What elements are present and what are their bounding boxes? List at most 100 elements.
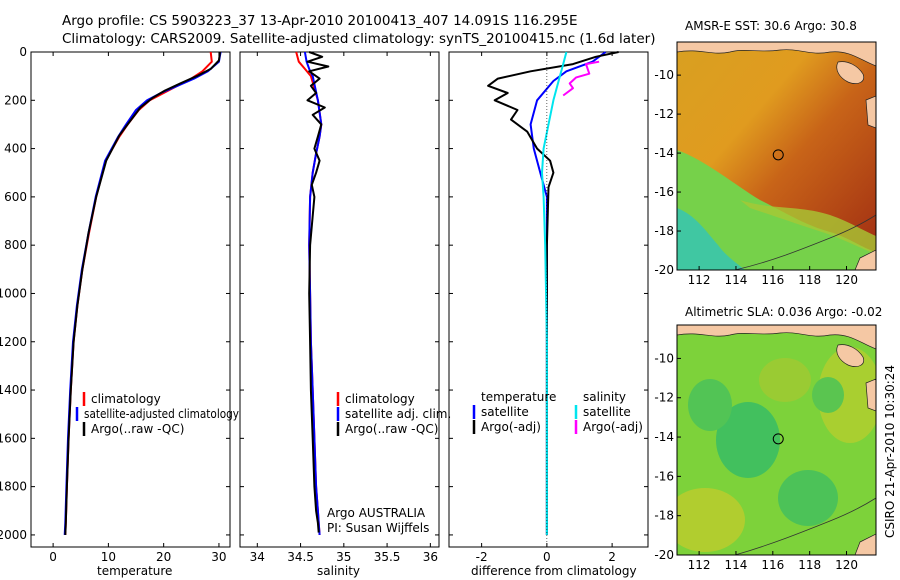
- temperature-lines: [63, 51, 222, 535]
- legend-label-satellite-adjusted: satellite-adjusted climatology: [84, 407, 239, 421]
- sla-map-panel: Altimetric SLA: 0.036 Argo: -0.02 112 114…: [654, 305, 882, 572]
- sla-field-high-center: [759, 358, 811, 402]
- sla-field-low-4: [812, 377, 844, 413]
- sst-map-box: [676, 41, 877, 271]
- legend-label-salinity-satellite: satellite: [583, 405, 631, 419]
- float-owner-line-1: Argo AUSTRALIA: [327, 506, 426, 520]
- difference-series-temperature-argo-adj-: [487, 51, 619, 535]
- temperature-ticks: 0 10 20 30 0 200 400 600 800 1000 1200 1400 1600 1800…: [0, 45, 230, 564]
- legend-label-climatology: climatology: [91, 392, 161, 406]
- salinity-xtick-label: 35: [336, 550, 351, 564]
- difference-series-temperature-satellite: [529, 51, 607, 535]
- salinity-series-satellite-adj-clim-: [303, 51, 323, 535]
- sst-argo-location-marker: [772, 149, 784, 161]
- temperature-xlabel: temperature: [97, 564, 172, 578]
- sla-field-low-2: [778, 470, 838, 526]
- sla-field-low-1: [716, 402, 780, 478]
- sst-lon-tick-label: 114: [725, 273, 748, 287]
- temperature-panel: 0 10 20 30 0 200 400 600 800 1000 1200 1400 1600 1800…: [0, 45, 239, 578]
- depth-tick-label: 1600: [0, 431, 27, 445]
- difference-xtick-label: -2: [476, 550, 488, 564]
- sst-field-transition: [740, 200, 876, 254]
- salinity-series-argo-raw-qc-: [306, 51, 330, 533]
- legend-label-climatology: climatology: [345, 392, 415, 406]
- sla-land-top: [677, 325, 876, 350]
- sla-map-ticks: 112 114 116 118 120 -10 -12 -14 -16 -18 -20: [654, 351, 858, 572]
- depth-tick-label: 1400: [0, 383, 27, 397]
- depth-tick-label: 1000: [0, 286, 27, 300]
- temperature-xtick-label: 30: [211, 550, 226, 564]
- salinity-xtick-label: 36: [423, 550, 438, 564]
- sla-lon-tick-label: 114: [725, 558, 748, 572]
- sla-lon-tick-label: 116: [761, 558, 784, 572]
- sla-lat-tick-label: -10: [654, 351, 674, 365]
- temperature-series-argo-raw-qc-: [64, 51, 222, 535]
- sst-map-field: [677, 42, 876, 270]
- legend-label-argo: Argo(..raw -QC): [345, 422, 438, 436]
- sst-lon-tick-label: 112: [688, 273, 711, 287]
- difference-lines: [487, 51, 619, 547]
- float-owner-line-2: PI: Susan Wijffels: [327, 521, 429, 535]
- difference-series-salinity-satellite: [541, 51, 568, 535]
- title-line-2: Climatology: CARS2009. Satellite-adjuste…: [62, 31, 655, 47]
- sla-lat-tick-label: -20: [654, 548, 674, 562]
- sla-land-east: [865, 378, 876, 412]
- sst-lat-tick-label: -12: [654, 107, 674, 121]
- difference-ticks: -2 0 2: [449, 51, 648, 564]
- salinity-legend: climatology satellite adj. clim. Argo(..…: [336, 392, 451, 436]
- depth-tick-label: 200: [4, 93, 27, 107]
- sla-land-south: [854, 533, 876, 555]
- salinity-lines: [295, 51, 330, 535]
- sla-map-field: [677, 325, 876, 555]
- sst-map-panel: AMSR-E SST: 30.6 Argo: 30.8 112 114 116 118…: [654, 19, 877, 287]
- depth-tick-label: 600: [4, 190, 27, 204]
- salinity-xtick-label: 35.5: [374, 550, 401, 564]
- sst-land-east: [865, 95, 876, 129]
- legend-label-salinity-argo: Argo(-adj): [583, 420, 643, 434]
- sst-map-ticks: 112 114 116 118 120 -10 -12 -14 -16 -18 -20: [654, 68, 858, 287]
- depth-tick-label: 2000: [0, 528, 27, 542]
- sst-lat-tick-label: -14: [654, 146, 674, 160]
- difference-legend: temperature salinity satellite Argo(-adj…: [472, 390, 643, 434]
- difference-xlabel: difference from climatology: [471, 564, 637, 578]
- sla-map-title: Altimetric SLA: 0.036 Argo: -0.02: [685, 305, 882, 319]
- salinity-xlabel: salinity: [317, 564, 360, 578]
- sst-coastline: [734, 214, 876, 270]
- sst-land-south: [854, 249, 876, 270]
- legend-header-temperature: temperature: [481, 390, 556, 404]
- difference-xtick-label: 2: [608, 550, 616, 564]
- sla-lat-tick-label: -18: [654, 509, 674, 523]
- sst-lat-tick-label: -18: [654, 224, 674, 238]
- depth-tick-label: 800: [4, 238, 27, 252]
- temperature-series-climatology: [64, 51, 213, 535]
- difference-series-salinity-argo-adj-: [562, 60, 600, 97]
- sst-lat-tick-label: -20: [654, 263, 674, 277]
- depth-tick-label: 1200: [0, 335, 27, 349]
- temperature-series-satellite-adjusted-climatology: [63, 51, 222, 535]
- csiro-timestamp: CSIRO 21-Apr-2010 10:30:24: [883, 365, 897, 538]
- salinity-xtick-label: 34.5: [287, 550, 314, 564]
- difference-axes-box: [448, 51, 649, 548]
- sst-map-title: AMSR-E SST: 30.6 Argo: 30.8: [685, 19, 857, 33]
- sst-lon-tick-label: 116: [761, 273, 784, 287]
- sla-field-low-3: [688, 379, 732, 431]
- sst-field-cold-corner: [677, 208, 745, 270]
- sla-argo-location-marker: [772, 433, 784, 445]
- sst-lon-tick-label: 120: [835, 273, 858, 287]
- salinity-ticks: 34 34.5 35 35.5 36: [240, 51, 439, 564]
- title-line-1: Argo profile: CS 5903223_37 13-Apr-2010 …: [62, 13, 578, 29]
- sla-field-high-southwest: [677, 488, 745, 552]
- sst-land-top: [677, 42, 876, 67]
- legend-label-temperature-argo: Argo(-adj): [481, 420, 541, 434]
- salinity-panel: 34 34.5 35 35.5 36 salinity climatology sate…: [239, 51, 451, 578]
- sst-lat-tick-label: -16: [654, 185, 674, 199]
- difference-panel: -2 0 2 difference from climatology tempera…: [448, 51, 649, 578]
- temperature-xtick-label: 0: [49, 550, 57, 564]
- legend-header-salinity: salinity: [583, 390, 626, 404]
- salinity-xtick-label: 34: [250, 550, 265, 564]
- temperature-xtick-label: 20: [156, 550, 171, 564]
- sla-map-box: [676, 324, 877, 556]
- difference-xtick-label: 0: [543, 550, 551, 564]
- sst-land-island: [836, 61, 864, 84]
